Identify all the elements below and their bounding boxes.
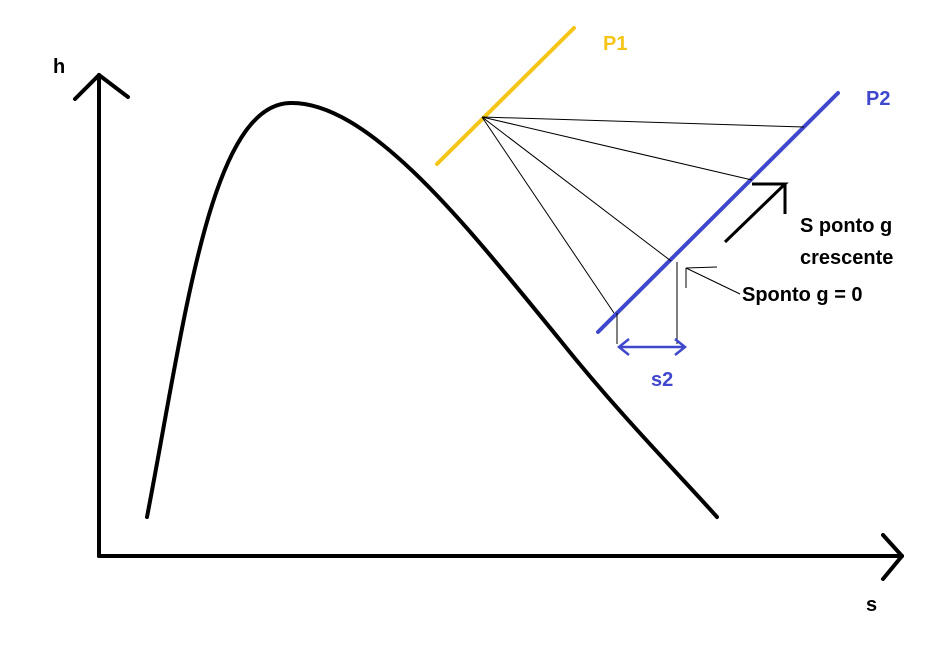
increasing-label-line1: S ponto g [800, 215, 892, 237]
isobar-p2-line [596, 91, 840, 334]
increasing-direction-arrowhead [752, 182, 787, 214]
saturation-dome-curve [145, 100, 719, 519]
increasing-direction-arrow [723, 182, 789, 244]
expansion-line [481, 116, 805, 128]
increasing-label-line2: crescente [800, 247, 893, 269]
s2-dimension [616, 262, 688, 356]
s2-left-arrowhead [616, 338, 630, 356]
x-axis-label: s [866, 594, 877, 616]
zero-generation-label: Sponto g = 0 [742, 284, 863, 306]
zero-point-pointer [685, 266, 741, 295]
expansion-line [481, 116, 753, 181]
y-axis-arrowhead [73, 73, 130, 101]
s2-right-arrowhead [674, 338, 688, 356]
expansion-line [481, 116, 615, 314]
s2-label: s2 [651, 369, 673, 391]
axes [73, 73, 904, 581]
expansion-line [481, 116, 672, 262]
isobar-p1-line [435, 26, 576, 166]
isobar-p2-label: P2 [866, 88, 890, 110]
x-axis-arrowhead [881, 533, 904, 581]
y-axis-label: h [53, 56, 65, 78]
isobar-p1-label: P1 [603, 33, 627, 55]
expansion-lines [481, 116, 805, 314]
